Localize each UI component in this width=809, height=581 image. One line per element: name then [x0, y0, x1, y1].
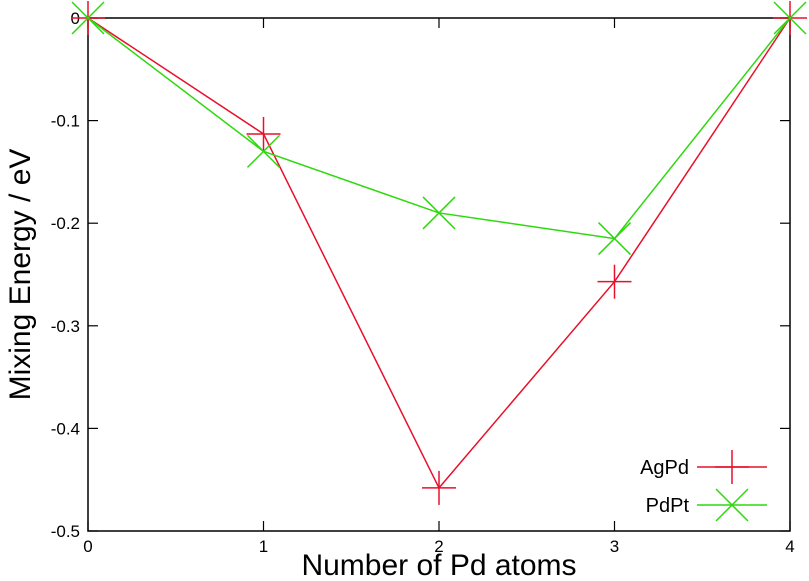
data-point-AgPd [422, 470, 456, 505]
y-tick-label: -0.2 [51, 214, 80, 233]
data-point-AgPd [597, 264, 632, 299]
y-tick-label: -0.3 [51, 317, 80, 336]
data-point-AgPd [246, 116, 281, 151]
plot-area [87, 17, 791, 532]
y-tick-label: -0.1 [51, 112, 80, 131]
x-tick-label: 0 [83, 537, 92, 556]
plot-frame [87, 17, 791, 532]
series-layer [71, 1, 807, 505]
series-PdPt [71, 1, 807, 256]
series-line-PdPt [87, 17, 791, 240]
data-point-PdPt [71, 1, 105, 35]
x-tick-label: 3 [610, 537, 619, 556]
legend-label-AgPd: AgPd [640, 457, 689, 479]
y-tick-label: -0.4 [51, 419, 80, 438]
data-point-PdPt [597, 222, 632, 256]
data-point-PdPt [773, 1, 807, 35]
y-axis-title: Mixing Energy / eV [4, 149, 37, 401]
x-tick-label: 1 [259, 537, 268, 556]
legend-marker-PdPt [715, 488, 749, 522]
series-AgPd [71, 1, 807, 505]
y-tick-label: -0.5 [51, 522, 80, 541]
legend-label-PdPt: PdPt [646, 495, 690, 517]
x-tick-label: 2 [434, 537, 443, 556]
x-axis-title: Number of Pd atoms [301, 549, 576, 581]
data-point-PdPt [246, 134, 281, 168]
legend: AgPd PdPt [640, 450, 767, 522]
x-tick-label: 4 [785, 537, 794, 556]
series-line-AgPd [87, 17, 791, 490]
legend-marker-AgPd [715, 450, 749, 484]
data-point-PdPt [422, 196, 456, 230]
